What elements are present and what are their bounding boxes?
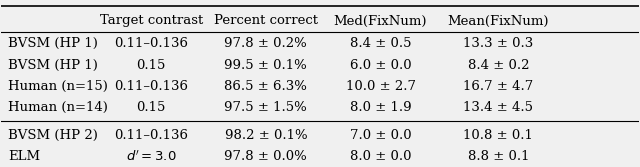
- Text: ELM: ELM: [8, 150, 40, 163]
- Text: 0.11–0.136: 0.11–0.136: [114, 37, 188, 50]
- Text: 97.5 ± 1.5%: 97.5 ± 1.5%: [225, 101, 307, 114]
- Text: BVSM (HP 1): BVSM (HP 1): [8, 59, 98, 72]
- Text: 13.4 ± 4.5: 13.4 ± 4.5: [463, 101, 533, 114]
- Text: 0.11–0.136: 0.11–0.136: [114, 80, 188, 93]
- Text: Target contrast: Target contrast: [99, 15, 203, 28]
- Text: 98.2 ± 0.1%: 98.2 ± 0.1%: [225, 129, 307, 142]
- Text: $d' = 3.0$: $d' = 3.0$: [126, 149, 177, 164]
- Text: 0.11–0.136: 0.11–0.136: [114, 129, 188, 142]
- Text: 8.0 ± 1.9: 8.0 ± 1.9: [349, 101, 412, 114]
- Text: Human (n=14): Human (n=14): [8, 101, 108, 114]
- Text: 0.15: 0.15: [136, 101, 166, 114]
- Text: 99.5 ± 0.1%: 99.5 ± 0.1%: [225, 59, 307, 72]
- Text: 10.0 ± 2.7: 10.0 ± 2.7: [346, 80, 415, 93]
- Text: 97.8 ± 0.2%: 97.8 ± 0.2%: [225, 37, 307, 50]
- Text: Percent correct: Percent correct: [214, 15, 318, 28]
- Text: Human (n=15): Human (n=15): [8, 80, 108, 93]
- Text: 0.15: 0.15: [136, 59, 166, 72]
- Text: 8.8 ± 0.1: 8.8 ± 0.1: [468, 150, 529, 163]
- Text: BVSM (HP 2): BVSM (HP 2): [8, 129, 98, 142]
- Text: BVSM (HP 1): BVSM (HP 1): [8, 37, 98, 50]
- Text: 8.4 ± 0.5: 8.4 ± 0.5: [350, 37, 412, 50]
- Text: Mean(FixNum): Mean(FixNum): [447, 15, 549, 28]
- Text: 16.7 ± 4.7: 16.7 ± 4.7: [463, 80, 534, 93]
- Text: 13.3 ± 0.3: 13.3 ± 0.3: [463, 37, 534, 50]
- Text: 6.0 ± 0.0: 6.0 ± 0.0: [349, 59, 412, 72]
- Text: 7.0 ± 0.0: 7.0 ± 0.0: [349, 129, 412, 142]
- Text: 8.0 ± 0.0: 8.0 ± 0.0: [350, 150, 412, 163]
- Text: Med(FixNum): Med(FixNum): [334, 15, 428, 28]
- Text: 86.5 ± 6.3%: 86.5 ± 6.3%: [225, 80, 307, 93]
- Text: 97.8 ± 0.0%: 97.8 ± 0.0%: [225, 150, 307, 163]
- Text: 8.4 ± 0.2: 8.4 ± 0.2: [468, 59, 529, 72]
- Text: 10.8 ± 0.1: 10.8 ± 0.1: [463, 129, 533, 142]
